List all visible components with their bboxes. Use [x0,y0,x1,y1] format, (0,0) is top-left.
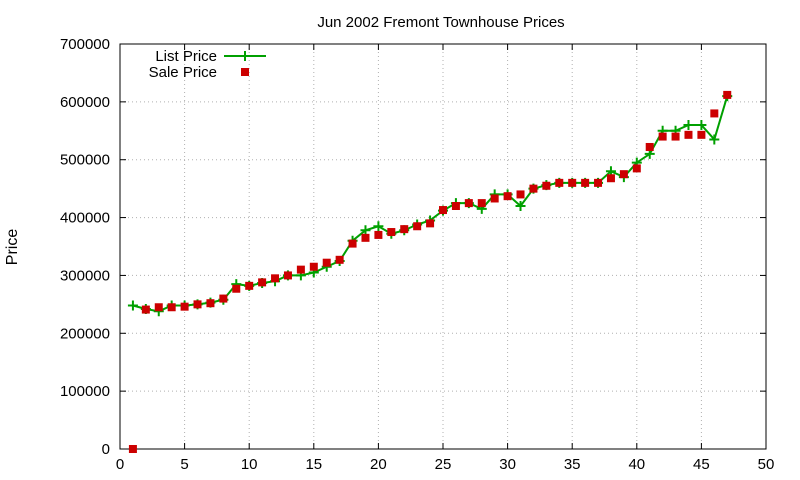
sale-price-point [374,230,383,239]
sale-price-point [141,305,150,314]
x-tick-label: 40 [628,456,645,473]
sale-price-point [632,164,641,173]
x-tick-label: 50 [758,456,775,473]
sale-price-point [193,300,202,309]
sale-price-point [503,192,512,201]
sale-price-point [710,109,719,118]
tick-layer: 0 5 10 15 20 25 30 35 40 45 50 0 100000 200000 300000 4… [60,36,774,473]
x-tick-label: 5 [180,456,188,473]
sale-price-point [529,184,538,193]
grid-layer [120,44,766,449]
sale-price-point [697,130,706,139]
x-tick-label: 35 [564,456,581,473]
sale-price-point [167,303,176,312]
sale-price-point [322,258,331,267]
sale-price-point [426,219,435,228]
sale-price-point [451,202,460,210]
chart-title: Jun 2002 Fremont Townhouse Prices [317,14,564,31]
sale-price-point [477,199,486,208]
sale-price-point [568,178,577,187]
sale-price-point [542,181,551,190]
legend-label: Sale Price [149,64,217,81]
sale-price-point [671,132,680,141]
series-squares [128,90,732,453]
sale-price-point [490,194,499,203]
series-line-plus [127,91,733,317]
sale-price-point [309,262,318,271]
sale-price-point [555,178,564,187]
sale-price-point [645,142,654,151]
sale-price-point [619,170,628,179]
sale-price-point [684,130,693,139]
sale-price-point [723,90,732,99]
sale-price-point [206,299,215,308]
sale-price-point [464,199,473,208]
y-tick-label: 700000 [60,36,110,53]
sale-price-point [606,174,615,183]
sale-price-point [154,303,163,312]
x-tick-label: 10 [241,456,258,473]
list-price-point [360,225,371,236]
y-tick-label: 200000 [60,325,110,342]
x-tick-label: 0 [116,456,124,473]
y-tick-label: 400000 [60,210,110,227]
sale-price-point [581,178,590,187]
legend-label: List Price [155,48,217,65]
sale-price-point [335,255,344,264]
series-layer [127,90,733,453]
list-price-point [515,201,526,211]
y-tick-label: 100000 [60,383,110,400]
sale-price-point [348,239,357,248]
sale-price-point [658,132,667,141]
sale-price-point [128,445,137,453]
list-price-point [683,120,694,130]
sale-price-point [516,190,525,199]
list-price-point [373,221,384,232]
x-tick-label: 15 [305,456,322,473]
sale-price-point [232,284,241,293]
legend-square-marker [241,68,249,76]
sale-price-point [387,228,396,237]
sale-price-point [283,271,292,280]
list-price-line [132,95,729,313]
sale-price-point [439,206,447,215]
sale-price-point [296,265,305,274]
sale-price-point [400,225,409,234]
y-axis-title: Price [4,229,21,266]
sale-price-point [219,294,228,303]
x-tick-label: 25 [435,456,452,473]
sale-price-point [271,274,280,283]
sale-price-point [594,178,603,187]
sale-price-point [245,281,254,290]
list-price-point [696,120,707,130]
sale-price-point [413,222,422,231]
list-price-point [709,134,720,145]
x-tick-label: 45 [693,456,710,473]
x-tick-label: 20 [370,456,387,473]
sale-price-point [180,302,189,311]
legend-plus-marker [240,51,250,61]
y-tick-label: 0 [102,441,110,458]
x-tick-label: 30 [499,456,516,473]
sale-price-point [361,233,370,242]
sale-price-point [258,278,267,287]
y-tick-label: 500000 [60,152,110,169]
y-tick-label: 600000 [60,94,110,111]
list-price-point [127,300,138,311]
y-tick-label: 300000 [60,267,110,284]
